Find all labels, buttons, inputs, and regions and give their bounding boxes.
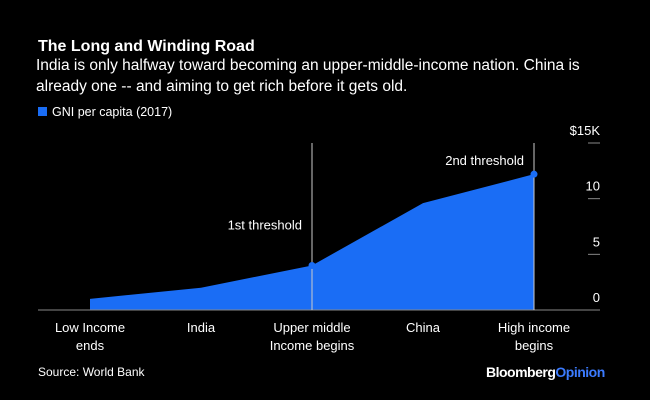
brand-main: Bloomberg [486, 364, 555, 380]
x-tick-label: Low Income ends [55, 320, 125, 353]
x-tick-line: Income begins [270, 338, 355, 353]
chart-subtitle: India is only halfway toward becoming an… [36, 57, 580, 95]
legend-label: GNI per capita (2017) [52, 105, 172, 119]
x-tick-label: India [187, 320, 216, 335]
x-tick-line: Low Income [55, 320, 125, 335]
brand: BloombergOpinion [486, 364, 605, 380]
threshold-dot [530, 170, 538, 178]
threshold-dot [308, 261, 316, 269]
x-tick-label: China [406, 320, 441, 335]
subtitle-box: India is only halfway toward becoming an… [36, 57, 580, 95]
x-tick-line: India [187, 320, 216, 335]
y-tick-label: 5 [593, 234, 600, 249]
x-tick-label: Upper middle Income begins [270, 320, 355, 353]
x-tick-line: Upper middle [273, 320, 350, 335]
x-tick-line: begins [515, 338, 554, 353]
chart-title: The Long and Winding Road [38, 38, 255, 55]
legend-swatch [38, 107, 47, 116]
area [90, 174, 534, 310]
annotation: 2nd threshold [445, 153, 524, 168]
y-tick-label: 10 [586, 179, 600, 194]
y-tick-label: $15K [570, 123, 601, 138]
y-tick-label: 0 [593, 290, 600, 305]
brand-opinion: Opinion [555, 364, 604, 380]
x-tick-line: High income [498, 320, 570, 335]
x-tick-line: ends [76, 338, 105, 353]
x-tick-line: China [406, 320, 441, 335]
annotation: 1st threshold [228, 217, 302, 232]
source: Source: World Bank [38, 365, 145, 379]
x-tick-label: High income begins [498, 320, 570, 353]
